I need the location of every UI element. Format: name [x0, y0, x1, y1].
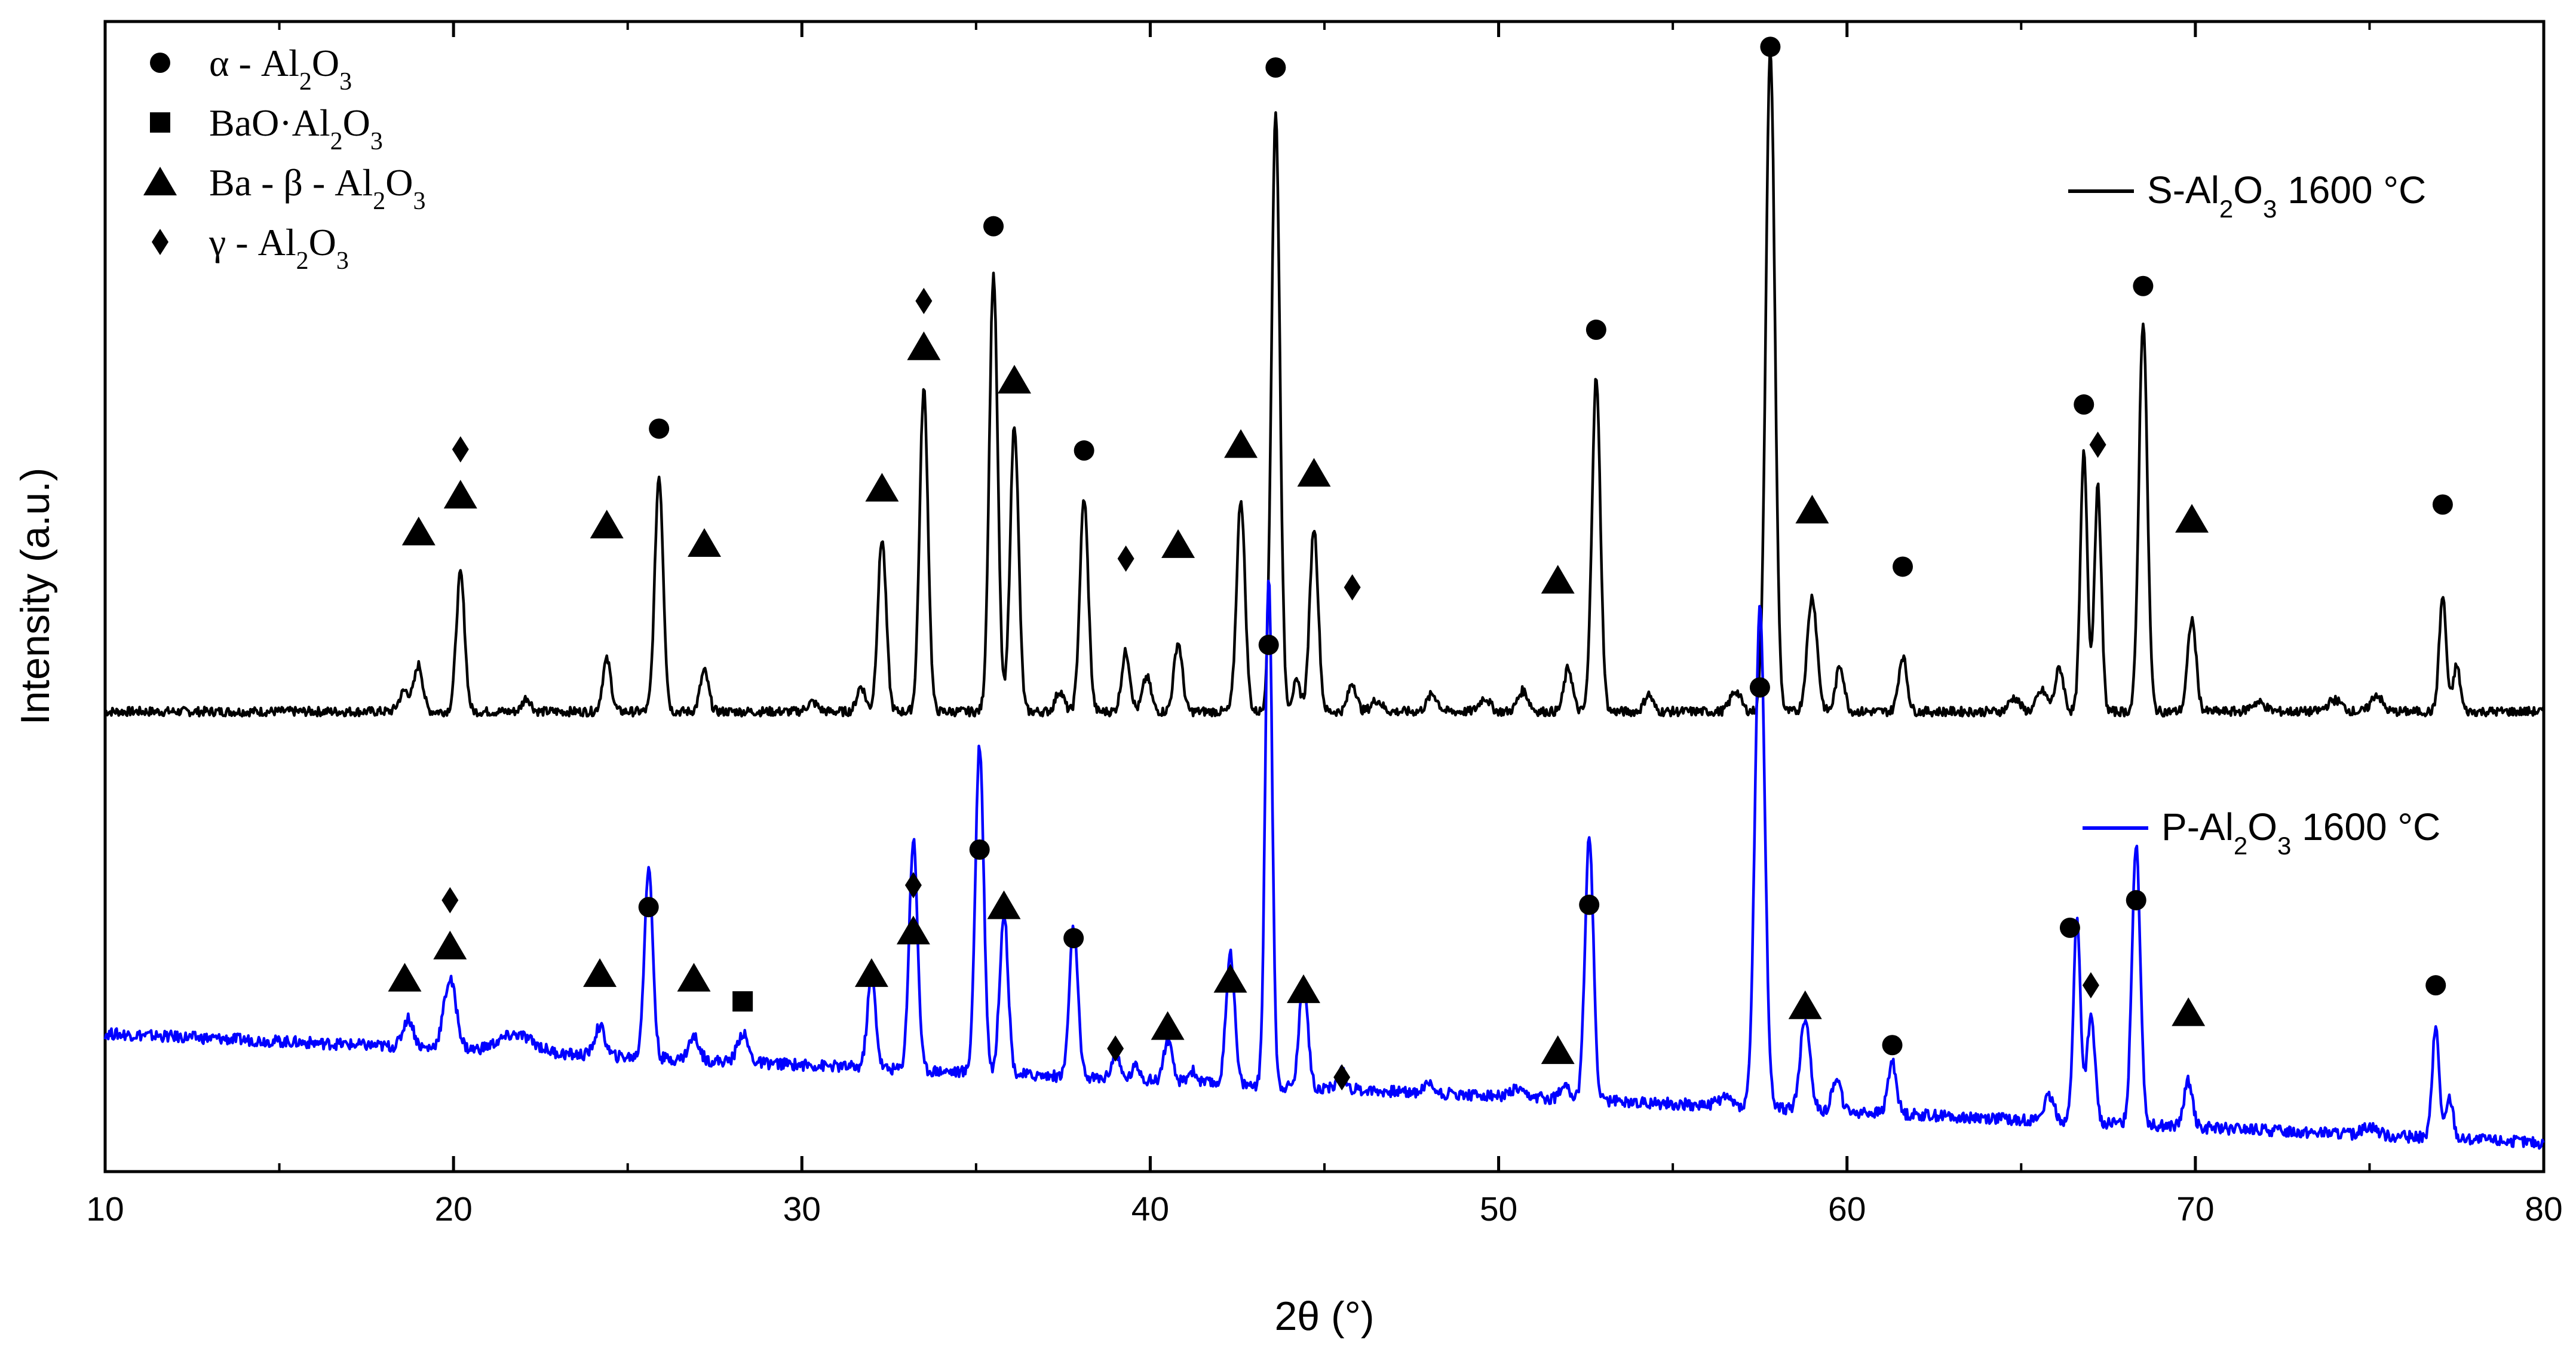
phase-marker-alpha: [1265, 57, 1286, 78]
series-label-S: S-Al2O3 1600 °C: [2068, 168, 2426, 223]
phase-marker-gamma: [441, 887, 459, 914]
series-label-P: P-Al2O3 1600 °C: [2083, 805, 2440, 860]
legend-label-ba_beta: Ba - β - Al2O3: [209, 161, 426, 215]
phase-marker-alpha: [638, 897, 659, 918]
phase-marker-gamma: [915, 287, 933, 314]
x-tick-label: 70: [2176, 1190, 2214, 1228]
phase-marker-alpha: [2059, 917, 2080, 938]
x-tick-label: 10: [86, 1190, 124, 1228]
phase-marker-gamma: [452, 436, 469, 463]
phase-marker-gamma: [1117, 545, 1134, 572]
legend-label-bao: BaO·Al2O3: [209, 102, 383, 155]
phase-marker-ba_beta: [1297, 458, 1331, 487]
phase-marker-ba_beta: [1795, 495, 1829, 524]
phase-marker-gamma: [904, 872, 922, 899]
phase-marker-alpha: [2126, 890, 2146, 911]
phase-marker-ba_beta: [865, 473, 899, 502]
y-axis-title: Intensity (a.u.): [13, 468, 58, 725]
phase-marker-ba_beta: [1541, 1035, 1575, 1064]
phase-marker-alpha: [1074, 440, 1094, 461]
phase-marker-ba_beta: [987, 890, 1021, 919]
legend-marker-gamma: [152, 229, 168, 255]
phase-marker-alpha: [983, 216, 1004, 237]
phase-marker-gamma: [1344, 574, 1361, 601]
phase-marker-ba_beta: [583, 958, 617, 987]
phase-marker-ba_beta: [401, 516, 436, 545]
series-layer: [103, 47, 2545, 1150]
series-name-S: S-Al2O3 1600 °C: [2147, 168, 2426, 223]
phase-marker-alpha: [969, 839, 990, 860]
phase-marker-alpha: [1760, 36, 1781, 57]
phase-marker-ba_beta: [854, 958, 888, 987]
phase-marker-alpha: [1586, 319, 1606, 340]
phase-marker-ba_beta: [677, 962, 711, 992]
phase-marker-ba_beta: [907, 331, 941, 360]
legend-label-alpha: α - Al2O3: [209, 42, 352, 96]
phase-marker-alpha: [2425, 975, 2446, 996]
phase-marker-alpha: [1749, 677, 1770, 698]
legend-item-alpha: α - Al2O3: [150, 42, 352, 96]
series-name-P: P-Al2O3 1600 °C: [2161, 805, 2440, 860]
phase-marker-ba_beta: [2172, 997, 2206, 1026]
phase-marker-ba_beta: [998, 364, 1032, 394]
phase-marker-ba_beta: [590, 510, 624, 539]
x-tick-label: 40: [1131, 1190, 1169, 1228]
phase-marker-ba_beta: [1161, 529, 1195, 558]
phase-marker-alpha: [2133, 275, 2154, 296]
legend-item-gamma: γ - Al2O3: [152, 221, 349, 275]
x-tick-label: 50: [1480, 1190, 1517, 1228]
phase-marker-gamma: [1333, 1064, 1351, 1091]
phase-marker-layer: [388, 36, 2453, 1091]
legend-label-gamma: γ - Al2O3: [208, 221, 349, 275]
x-tick-label: 80: [2525, 1190, 2562, 1228]
x-tick-label: 30: [783, 1190, 821, 1228]
phase-marker-ba_beta: [1224, 429, 1258, 458]
phase-marker-alpha: [1893, 556, 1913, 577]
phase-marker-ba_beta: [1287, 974, 1321, 1003]
phase-marker-alpha: [1063, 928, 1084, 949]
phase-marker-alpha: [649, 418, 670, 439]
phase-marker-alpha: [1579, 894, 1600, 915]
x-tick-label: 20: [434, 1190, 472, 1228]
phase-marker-alpha: [1882, 1035, 1903, 1056]
phase-marker-ba_beta: [388, 962, 422, 992]
legend-item-bao: BaO·Al2O3: [150, 102, 383, 155]
phase-marker-gamma: [1107, 1035, 1124, 1062]
phase-marker-ba_beta: [443, 480, 477, 509]
series-line-S: [104, 47, 2545, 718]
legend-marker-bao: [150, 112, 170, 133]
phase-marker-ba_beta: [896, 915, 930, 945]
phase-marker-alpha: [1258, 634, 1279, 655]
phase-marker-ba_beta: [688, 528, 722, 557]
phase-marker-ba_beta: [1788, 990, 1822, 1019]
phase-marker-alpha: [2074, 394, 2094, 415]
legend-marker-alpha: [150, 53, 170, 73]
x-tick-label: 60: [1828, 1190, 1866, 1228]
phase-marker-gamma: [2082, 972, 2099, 999]
phase-marker-alpha: [2432, 494, 2453, 515]
phase-marker-ba_beta: [1541, 565, 1575, 594]
phase-marker-bao: [732, 991, 753, 1012]
phase-marker-ba_beta: [433, 930, 467, 960]
x-axis: 10 20 30 40 50 60 70 80: [86, 22, 2563, 1228]
phase-marker-ba_beta: [1213, 964, 1247, 993]
phase-marker-gamma: [2089, 431, 2106, 458]
phase-marker-ba_beta: [2175, 504, 2209, 533]
phase-legend: α - Al2O3 BaO·Al2O3 Ba - β - Al2O3 γ - Al2O…: [143, 42, 426, 275]
series-labels: S-Al2O3 1600 °C P-Al2O3 1600 °C: [2068, 168, 2440, 860]
x-axis-title: 2θ (°): [1274, 1293, 1374, 1339]
series-line-P: [103, 580, 2545, 1150]
legend-item-ba_beta: Ba - β - Al2O3: [143, 161, 426, 215]
legend-marker-ba_beta: [143, 167, 177, 195]
phase-marker-ba_beta: [1151, 1011, 1185, 1040]
